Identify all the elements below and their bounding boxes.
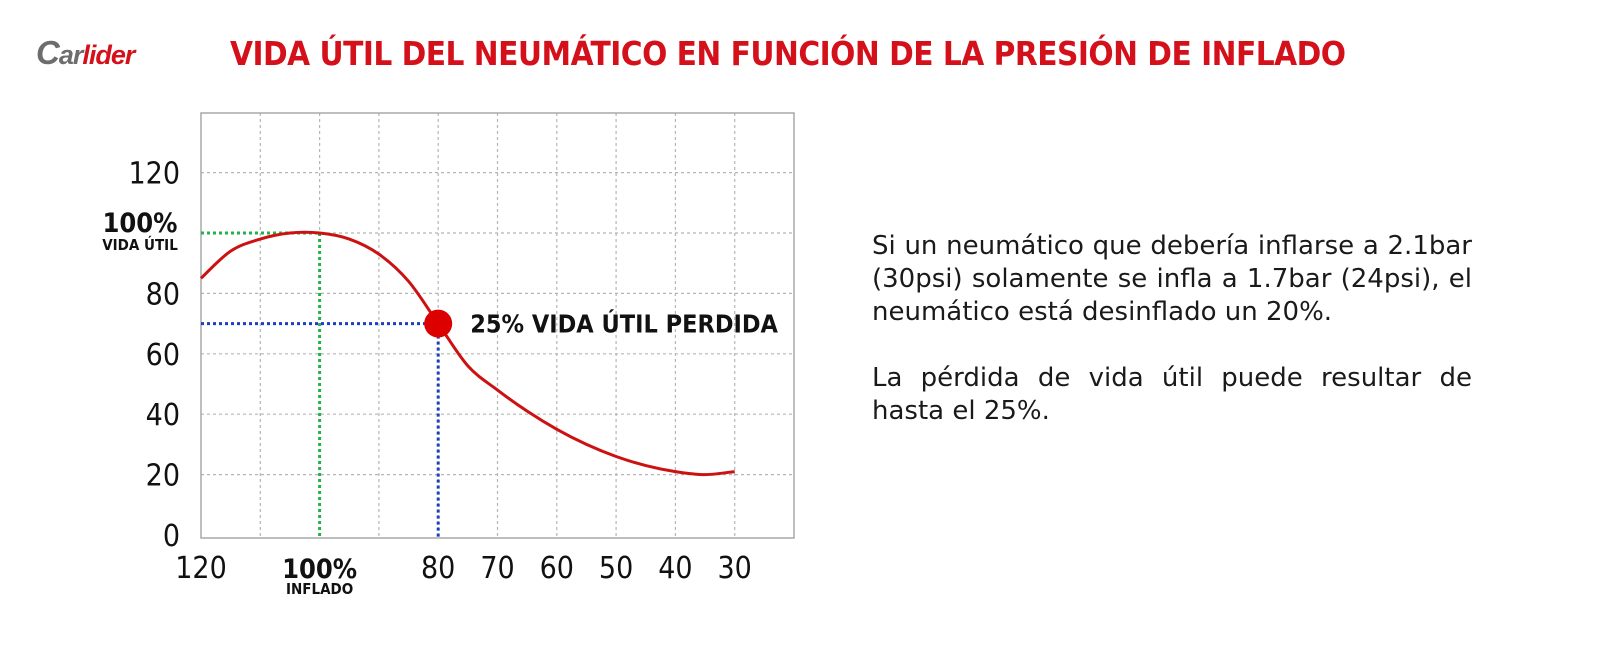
description-paragraph-1: Si un neumático que debería inflarse a 2…: [872, 231, 1472, 327]
x-special-sublabel: INFLADO: [286, 580, 353, 598]
x-tick-label: 80: [421, 551, 455, 586]
highlight-label: 25% VIDA ÚTIL PERDIDA: [470, 309, 778, 339]
tire-life-chart: 25% VIDA ÚTIL PERDIDA 0 20 40 60 80 120 120 80…: [102, 112, 795, 598]
x-tick-label: 40: [658, 551, 692, 586]
y-axis-ticks: 0 20 40 60 80 120: [128, 157, 180, 554]
highlight-point: [424, 309, 453, 338]
x-axis-ticks: 120 80 70 60 50 40 30: [175, 551, 752, 586]
x-tick-label: 70: [480, 551, 514, 586]
y-tick-label: 120: [128, 157, 180, 192]
y-tick-label: 20: [146, 459, 180, 494]
page-title: VIDA ÚTIL DEL NEUMÁTICO EN FUNCIÓN DE LA…: [230, 34, 1346, 73]
y-tick-label: 80: [146, 277, 180, 312]
tire-life-curve: [199, 230, 735, 477]
x-special-label: 100%: [282, 554, 357, 585]
x-tick-label: 30: [718, 551, 752, 586]
description: Si un neumático que debería inflarse a 2…: [872, 230, 1472, 461]
x-tick-label: 120: [175, 551, 227, 586]
y-tick-label: 40: [146, 398, 180, 433]
carlider-logo: Carlider: [36, 34, 135, 71]
x-tick-label: 60: [540, 551, 574, 586]
y-special-sublabel: VIDA ÚTIL: [102, 235, 178, 254]
guide-lines: [201, 231, 440, 538]
description-paragraph-2: La pérdida de vida útil puede resultar d…: [872, 363, 1472, 426]
x-tick-label: 50: [599, 551, 633, 586]
chart-frame: [200, 112, 795, 539]
y-tick-label: 60: [146, 338, 180, 373]
y-tick-label: 0: [163, 519, 180, 554]
y-special-label: 100%: [102, 208, 177, 239]
